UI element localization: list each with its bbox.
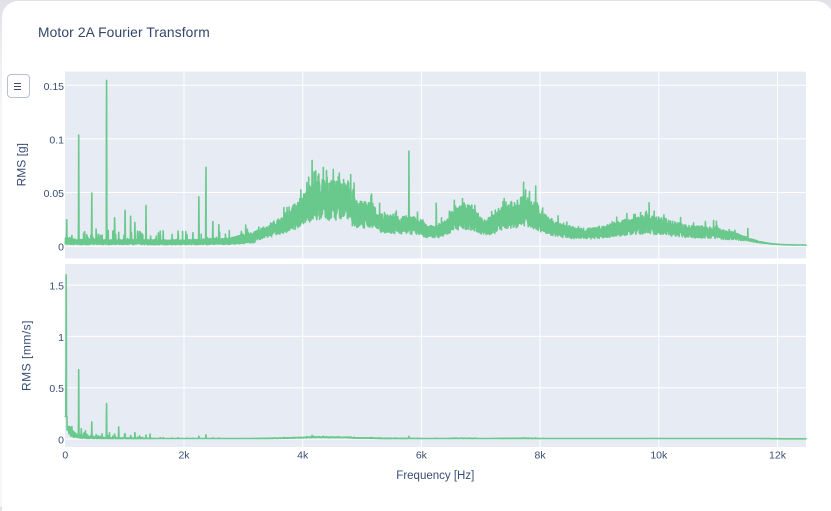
svg-text:0.15: 0.15 — [44, 81, 65, 93]
svg-text:0.05: 0.05 — [44, 188, 65, 200]
svg-text:RMS [mm/s]: RMS [mm/s] — [20, 320, 34, 391]
svg-text:Frequency [Hz]: Frequency [Hz] — [396, 470, 474, 482]
svg-text:1.5: 1.5 — [49, 281, 64, 293]
svg-text:0.5: 0.5 — [49, 383, 64, 395]
svg-text:0: 0 — [58, 242, 64, 254]
svg-text:4k: 4k — [297, 450, 309, 462]
svg-text:0: 0 — [58, 435, 64, 447]
svg-text:RMS [g]: RMS [g] — [15, 143, 29, 186]
svg-text:2k: 2k — [178, 450, 190, 462]
svg-text:0: 0 — [62, 450, 68, 462]
svg-text:12k: 12k — [769, 450, 787, 462]
svg-text:0.1: 0.1 — [49, 134, 64, 146]
svg-text:8k: 8k — [535, 450, 547, 462]
svg-text:10k: 10k — [650, 450, 668, 462]
svg-text:6k: 6k — [416, 450, 428, 462]
svg-text:1: 1 — [58, 332, 64, 344]
